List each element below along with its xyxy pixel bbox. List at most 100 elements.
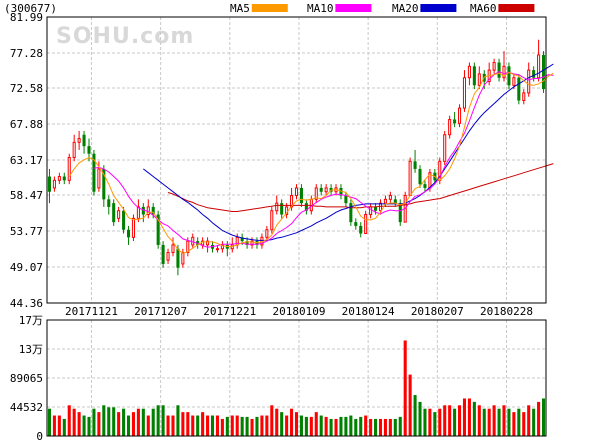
candle-body: [265, 229, 269, 238]
volume-bar: [146, 415, 150, 436]
candle-body: [378, 202, 383, 212]
ma-lines: [68, 63, 554, 254]
volume-bar: [309, 416, 313, 436]
volume-bar: [186, 412, 190, 436]
volume-bar: [369, 418, 373, 436]
candle-body: [388, 195, 392, 200]
volume-tick-label: 0: [36, 430, 43, 440]
volume-bar: [117, 412, 121, 436]
candle-body: [453, 119, 457, 124]
volume-bar: [541, 398, 546, 436]
candle-body: [339, 187, 343, 196]
volume-bar: [161, 405, 165, 436]
price-tick-label: 77.28: [10, 47, 43, 60]
volume-bar: [107, 407, 111, 436]
volume-bar: [398, 416, 402, 436]
volume-bar: [62, 418, 66, 436]
candle-body: [319, 187, 323, 192]
volume-bar: [472, 401, 476, 436]
candle-body: [77, 138, 81, 143]
volume-bar: [250, 418, 254, 436]
candle-body: [57, 176, 61, 181]
candle-body: [122, 210, 126, 230]
candle-body: [107, 199, 111, 207]
date-tick-label: 20180109: [272, 305, 325, 318]
volume-bar: [52, 415, 56, 436]
candle-body: [364, 214, 368, 235]
volume-bar: [156, 405, 160, 436]
volume-tick-label: 44532: [10, 401, 43, 414]
candle-body: [245, 241, 249, 245]
candle-body: [112, 203, 116, 223]
candle-body: [102, 168, 106, 200]
volume-bar: [517, 408, 521, 436]
volume-bar: [482, 408, 486, 436]
legend-label-ma60: MA60: [470, 2, 497, 15]
volume-bar: [383, 418, 387, 436]
price-tick-label: 63.17: [10, 154, 43, 167]
candle-body: [418, 168, 422, 185]
price-tick-label: 58.47: [10, 189, 43, 202]
candle-body: [72, 141, 76, 159]
ma20-line: [142, 63, 554, 241]
volume-bar: [423, 408, 427, 436]
volume-bar: [201, 412, 205, 436]
volume-bar: [215, 415, 219, 436]
volume-bar: [393, 418, 397, 436]
volume-bar: [324, 416, 328, 436]
candle-body: [186, 240, 190, 254]
date-tick-label: 20171207: [134, 305, 187, 318]
date-tick-label: 20171121: [65, 305, 118, 318]
date-tick-label: 20180207: [411, 305, 464, 318]
price-tick-label: 49.07: [10, 261, 43, 274]
candle-body: [458, 107, 462, 124]
volume-bar: [230, 415, 234, 436]
volume-tick-label: 13万: [19, 343, 43, 356]
candle-body: [383, 198, 387, 204]
candle-body: [477, 73, 481, 86]
volume-bar: [339, 416, 343, 436]
volume-bar: [433, 412, 437, 436]
candle-body: [191, 236, 195, 246]
volume-bar: [304, 416, 308, 436]
candle-body: [507, 66, 511, 86]
volume-bar: [329, 418, 333, 436]
volume-tick-label: 89065: [10, 372, 43, 385]
candle-body: [92, 153, 96, 192]
candle-body: [374, 206, 378, 211]
volume-bar: [126, 415, 131, 436]
candle-body: [270, 210, 274, 231]
volume-bar: [191, 415, 195, 436]
volume-bar: [344, 416, 348, 436]
volume-bar: [240, 416, 244, 436]
price-panel-frame: [46, 16, 547, 304]
date-tick-label: 20180228: [480, 305, 533, 318]
price-axis: 81.99 77.28 72.58 67.88 63.17 58.47 53.77 49.07…: [10, 11, 43, 310]
volume-bar: [443, 405, 447, 436]
sohu-watermark: SOHU.com: [56, 24, 194, 49]
candle-body: [359, 225, 363, 234]
candlesticks: [47, 39, 546, 276]
candle-body: [541, 54, 546, 90]
candle-body: [166, 252, 170, 261]
candle-body: [527, 69, 531, 94]
volume-bar: [428, 408, 432, 436]
volume-bar: [537, 401, 541, 436]
price-tick-label: 81.99: [10, 11, 43, 24]
volume-axis: 17万 13万 89065 44532 0: [10, 314, 43, 440]
candle-body: [443, 134, 447, 162]
candle-body: [151, 206, 155, 215]
candle-body: [206, 240, 210, 246]
candle-body: [82, 134, 86, 147]
candle-body: [67, 157, 71, 181]
volume-bar: [220, 418, 224, 436]
candle-body: [62, 176, 66, 181]
volume-bar: [299, 415, 303, 436]
candle-body: [537, 54, 541, 79]
price-tick-label: 67.88: [10, 118, 43, 131]
candle-body: [117, 210, 121, 219]
candle-body: [492, 62, 496, 71]
legend-label-ma20: MA20: [392, 2, 419, 15]
candle-body: [354, 222, 358, 226]
volume-bar: [497, 408, 501, 436]
